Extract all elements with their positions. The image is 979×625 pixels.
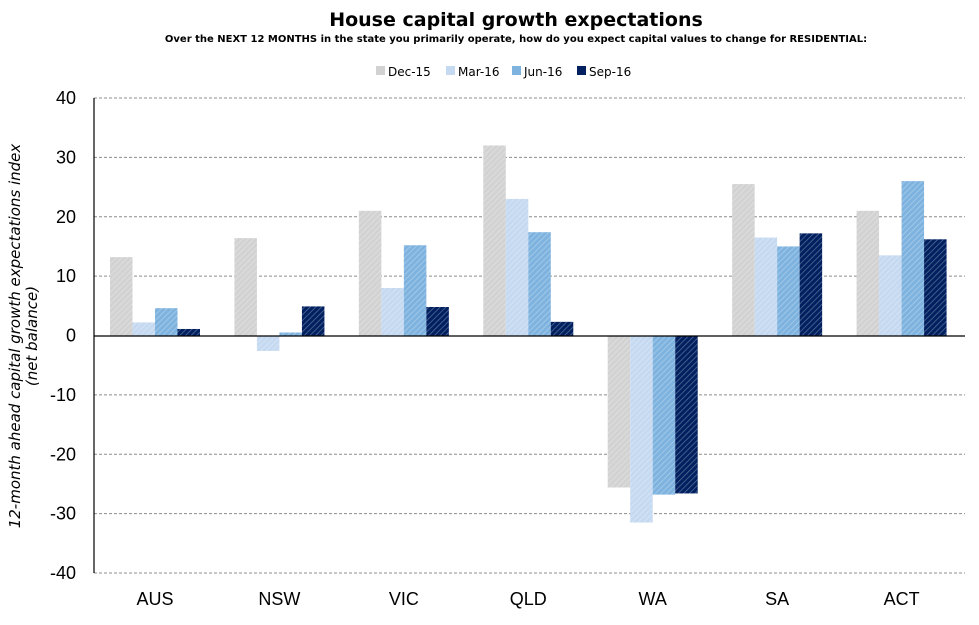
chart-title: House capital growth expectations xyxy=(329,9,703,31)
legend: Dec-15 Mar-16 Jun-16 Sep-16 xyxy=(376,65,631,79)
y-tick-label: 0 xyxy=(66,326,76,346)
legend-label: Jun-16 xyxy=(523,65,562,79)
bar-texture xyxy=(879,255,902,336)
bar-texture xyxy=(550,321,574,336)
y-tick-label: 40 xyxy=(56,88,76,108)
x-tick-label: VIC xyxy=(389,589,419,609)
y-axis-label: 12-month ahead capital growth expectatio… xyxy=(6,144,41,529)
bar-texture xyxy=(177,328,200,336)
bar-texture xyxy=(675,335,698,494)
x-tick-label: NSW xyxy=(258,589,300,609)
bar-texture xyxy=(483,145,506,336)
bar-texture xyxy=(924,239,947,336)
bar-texture xyxy=(732,184,755,336)
bar-texture xyxy=(856,210,880,336)
bar-texture xyxy=(132,322,155,336)
chart-subtitle: Over the NEXT 12 MONTHS in the state you… xyxy=(165,34,867,45)
x-axis-ticks: AUS NSW VIC QLD WA SA ACT xyxy=(136,589,919,609)
y-tick-label: -40 xyxy=(50,563,76,583)
x-tick-label: QLD xyxy=(510,589,547,609)
legend-label: Sep-16 xyxy=(589,65,631,79)
bar-texture xyxy=(234,238,257,336)
bar-texture xyxy=(799,233,823,336)
x-tick-label: SA xyxy=(765,589,789,609)
x-tick-label: ACT xyxy=(884,589,920,609)
y-axis-label-line1: 12-month ahead capital growth expectatio… xyxy=(6,144,24,529)
legend-swatch xyxy=(446,66,455,75)
bar-texture xyxy=(381,288,404,336)
bar-texture xyxy=(528,232,551,336)
bar-texture xyxy=(607,335,631,488)
y-tick-label: 10 xyxy=(56,266,76,286)
y-tick-label: -20 xyxy=(50,444,76,464)
bar-texture xyxy=(652,335,676,495)
bar-texture xyxy=(754,237,778,336)
legend-swatch xyxy=(376,66,385,75)
bar-texture xyxy=(403,245,427,336)
legend-swatch xyxy=(512,66,521,75)
y-tick-label: 30 xyxy=(56,147,76,167)
y-axis-ticks: 40 30 20 10 0 -10 -20 -30 -40 xyxy=(50,88,76,583)
bar-texture xyxy=(155,308,178,336)
bars xyxy=(110,145,947,523)
bar-texture xyxy=(426,307,449,336)
y-tick-label: 20 xyxy=(56,207,76,227)
legend-label: Dec-15 xyxy=(388,65,431,79)
bar-texture xyxy=(777,246,800,336)
bar-texture xyxy=(279,332,302,336)
bar-texture xyxy=(256,335,280,351)
x-tick-label: AUS xyxy=(136,589,173,609)
y-tick-label: -10 xyxy=(50,385,76,405)
legend-label: Mar-16 xyxy=(458,65,499,79)
bar-texture xyxy=(505,198,529,336)
bar-texture xyxy=(358,210,382,336)
x-tick-label: WA xyxy=(639,589,667,609)
legend-swatch xyxy=(577,66,586,75)
bar-texture xyxy=(901,181,925,336)
bar-texture xyxy=(301,306,325,336)
y-axis-label-line2: (net balance) xyxy=(23,286,41,386)
bar-texture xyxy=(110,257,133,336)
y-tick-label: -30 xyxy=(50,504,76,524)
bar-texture xyxy=(630,335,653,523)
